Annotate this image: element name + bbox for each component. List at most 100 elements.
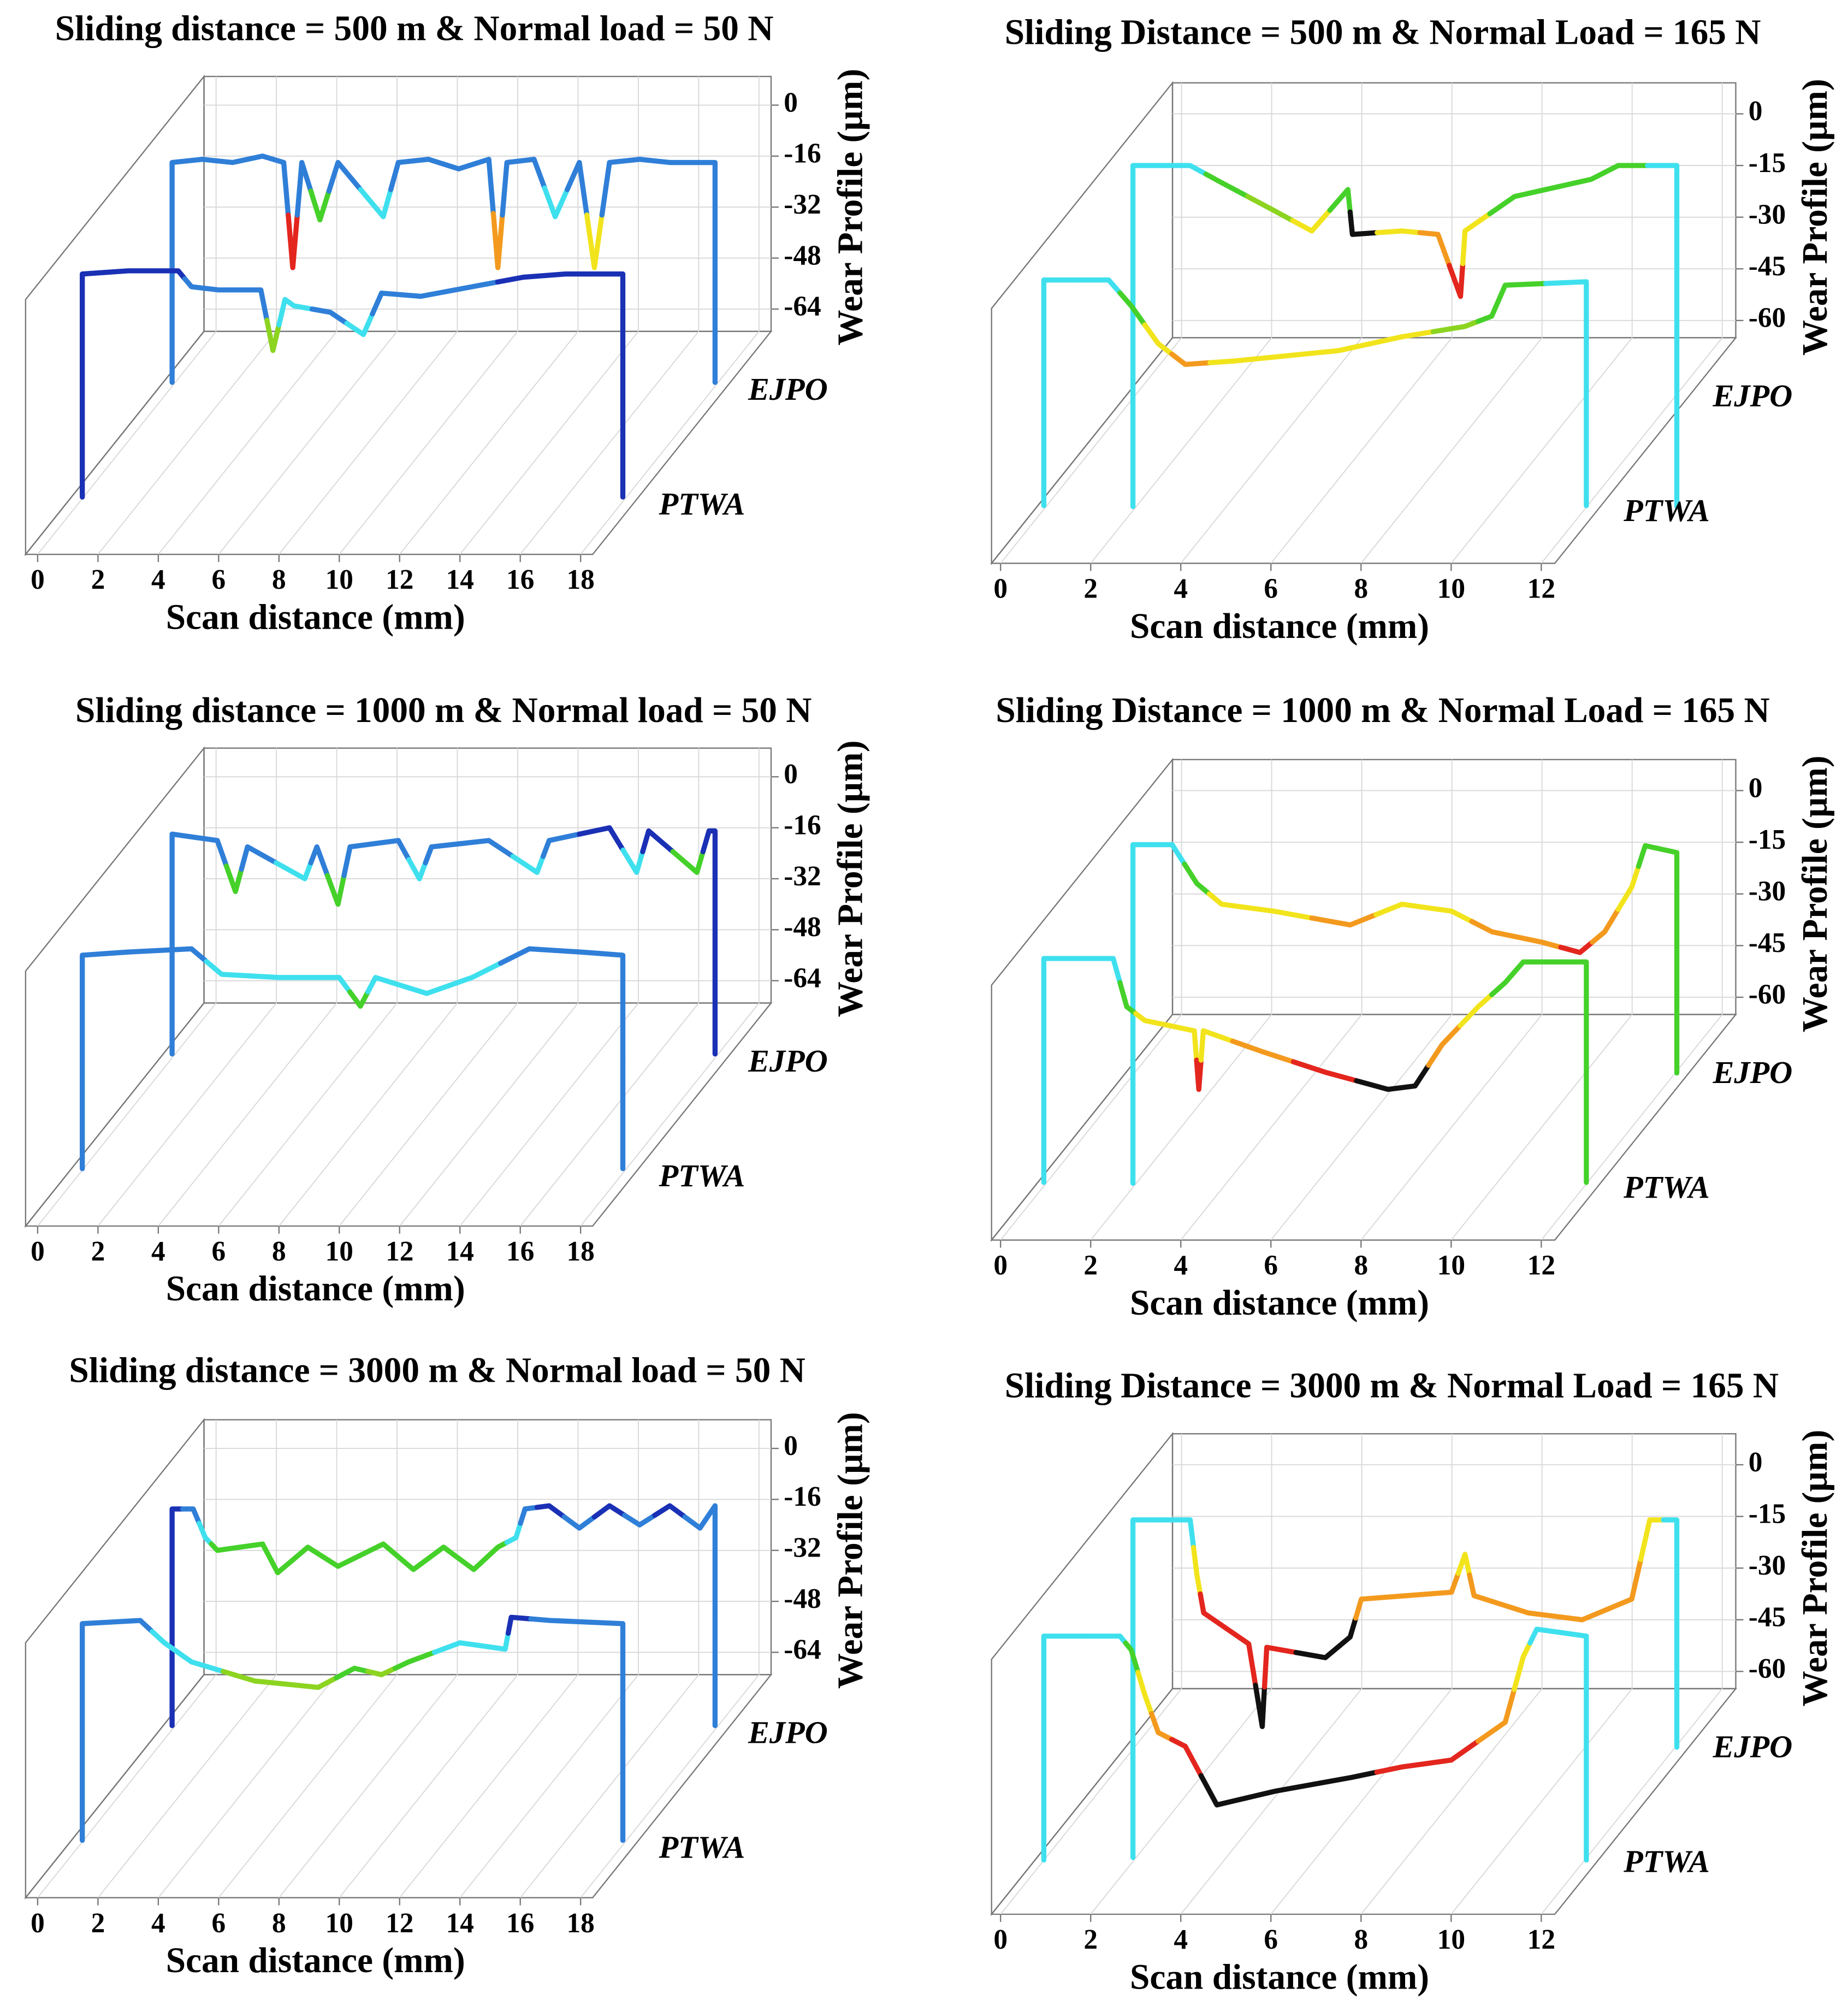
- profile-segment: [245, 153, 276, 162]
- profile-segment: [670, 849, 706, 875]
- profile-segment: [1615, 863, 1642, 912]
- profile-segment: [344, 311, 375, 338]
- x-tick-label: 14: [446, 1236, 474, 1267]
- profile-segment: [169, 158, 190, 275]
- series-label: EJPO: [748, 1043, 828, 1079]
- profile-segment: [682, 1514, 710, 1531]
- y-axis-label: Wear Profile (µm): [831, 69, 870, 346]
- profile: [80, 1614, 626, 1843]
- profile-segment: [584, 212, 605, 270]
- y-tick-label: -60: [1749, 303, 1786, 334]
- profile-segment: [287, 300, 315, 312]
- x-tick-label: 8: [1354, 1924, 1368, 1955]
- profile-segment: [1467, 1572, 1504, 1607]
- grid-line: [519, 331, 700, 555]
- profile-segment: [528, 1616, 589, 1625]
- profile-segment: [490, 211, 505, 270]
- y-tick-label: -32: [784, 1532, 821, 1564]
- profile-segment: [542, 271, 593, 279]
- grid-line: [1000, 337, 1182, 564]
- y-axis-label: Wear Profile (µm): [1796, 1430, 1835, 1707]
- x-tick-label: 0: [31, 1908, 45, 1939]
- y-tick-label: -30: [1749, 199, 1786, 230]
- profile-segment: [388, 158, 416, 192]
- profile-segment: [309, 306, 350, 326]
- profile: [1041, 956, 1589, 1185]
- profile-segment: [599, 158, 627, 218]
- profile-segment: [1636, 843, 1664, 869]
- series-label: PTWA: [1623, 1843, 1710, 1879]
- x-tick-label: 4: [151, 564, 165, 595]
- series-label: PTWA: [659, 1830, 745, 1865]
- profile-segment: [1076, 956, 1123, 985]
- profile-segment: [1284, 341, 1373, 359]
- x-tick-label: 8: [272, 564, 286, 595]
- profile-segment: [1074, 277, 1123, 296]
- x-tick-label: 6: [1264, 573, 1278, 605]
- grid-line: [1360, 1014, 1543, 1241]
- profile-segment: [371, 838, 412, 862]
- profile-segment: [1194, 1057, 1204, 1092]
- profile-segment: [294, 159, 313, 218]
- profile-segment: [615, 271, 626, 388]
- profile-segment: [1335, 1615, 1359, 1650]
- grid-line: [97, 331, 277, 555]
- profile-segment: [1527, 1626, 1565, 1646]
- profile-segment: [518, 157, 547, 191]
- profile-segment: [1417, 230, 1452, 268]
- profile-segment: [1590, 907, 1621, 945]
- grid-line: [339, 331, 518, 555]
- profile-segment: [704, 1503, 718, 1619]
- grid-line: [1090, 1688, 1272, 1915]
- profile-segment: [358, 1541, 401, 1560]
- back-wall: [203, 1419, 772, 1676]
- profile-segment: [1447, 261, 1466, 299]
- profile-segment: [443, 279, 500, 294]
- series-label: EJPO: [1712, 1055, 1792, 1090]
- profile-segment: [1130, 163, 1164, 339]
- profile-segment: [1142, 322, 1175, 357]
- profile-segment: [690, 159, 718, 275]
- profile-segment: [1489, 969, 1517, 997]
- profile-segment: [1424, 905, 1474, 924]
- profile-segment: [1243, 1782, 1317, 1801]
- profile-segment: [1550, 169, 1608, 191]
- y-axis-label: Wear Profile (µm): [831, 741, 870, 1017]
- x-tick-label: 12: [1527, 1250, 1555, 1281]
- y-tick-label: -45: [1749, 927, 1786, 958]
- profile-segment: [1133, 1011, 1172, 1028]
- panel: Sliding Distance = 500 m & Normal Load =…: [990, 13, 1835, 646]
- y-tick-label: -45: [1749, 251, 1786, 282]
- panel: Sliding Distance = 1000 m & Normal Load …: [990, 691, 1835, 1323]
- profile-segment: [1245, 905, 1314, 921]
- profile-segment: [1487, 185, 1556, 217]
- profile: [1041, 277, 1589, 508]
- profile: [1130, 842, 1680, 1186]
- profile-segment: [1469, 919, 1520, 940]
- profile-segment: [1169, 351, 1213, 367]
- y-tick-label: -45: [1749, 1602, 1786, 1633]
- x-tick-label: 12: [386, 1236, 413, 1267]
- profile-segment: [1166, 1023, 1199, 1063]
- profile-segment: [247, 973, 312, 980]
- profile-segment: [1207, 353, 1289, 365]
- profile-segment: [220, 1668, 289, 1687]
- profile-segment: [447, 960, 504, 989]
- profile-segment: [542, 185, 570, 220]
- x-tick-label: 0: [993, 573, 1008, 605]
- series-label: PTWA: [659, 486, 745, 522]
- grid-line: [1000, 1014, 1182, 1241]
- panel: Sliding Distance = 3000 m & Normal Load …: [990, 1366, 1835, 1997]
- profile-segment: [370, 291, 404, 317]
- chart-title: Sliding Distance = 3000 m & Normal Load …: [1005, 1366, 1779, 1406]
- x-tick-label: 6: [212, 564, 226, 595]
- grid-line: [158, 331, 337, 555]
- series-label: EJPO: [748, 1715, 828, 1750]
- y-tick-label: -16: [784, 1481, 821, 1512]
- profile: [169, 153, 718, 385]
- profile-segment: [182, 276, 208, 291]
- back-wall: [203, 747, 772, 1004]
- series-label: PTWA: [1623, 1169, 1710, 1205]
- x-tick-label: 4: [1174, 1250, 1188, 1281]
- profile-segment: [1293, 1644, 1341, 1660]
